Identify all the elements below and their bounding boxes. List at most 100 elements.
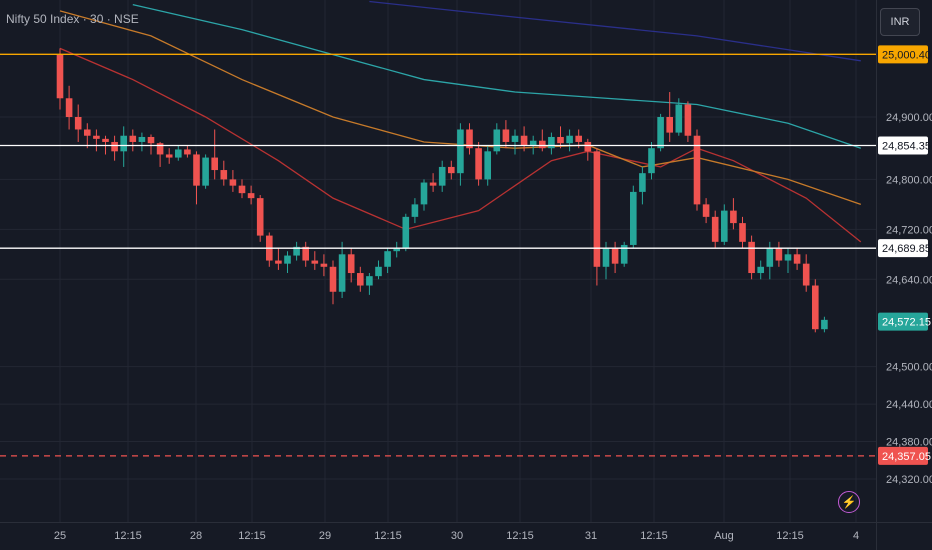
candle-body — [548, 136, 555, 149]
candle-body — [293, 246, 300, 256]
candle-body — [347, 254, 355, 274]
x-tick-label: 4 — [853, 530, 859, 542]
candle-body — [730, 210, 737, 224]
candle-body — [93, 135, 100, 139]
candle-body — [611, 248, 619, 264]
candle-body — [384, 251, 391, 267]
candle-body — [411, 204, 419, 217]
lightning-bolt-icon[interactable]: ⚡ — [838, 491, 860, 513]
candle-body — [648, 148, 655, 174]
candle-body — [65, 98, 73, 117]
y-tick-label: 24,380.00 — [886, 437, 932, 449]
candle-body — [812, 285, 819, 330]
candle-body — [602, 248, 610, 267]
candle-body — [539, 140, 546, 149]
x-tick-label: 12:15 — [114, 530, 142, 542]
price-level-tag — [878, 136, 928, 155]
candle-body — [493, 129, 501, 152]
candle-body — [375, 266, 382, 277]
candle-body — [211, 157, 218, 171]
x-tick-label: 31 — [585, 530, 597, 542]
candle-body — [802, 263, 810, 286]
candle-body — [657, 117, 664, 149]
candle-body — [775, 248, 783, 261]
candle-body — [74, 117, 82, 130]
x-tick-label: 28 — [190, 530, 202, 542]
y-tick-label: 24,440.00 — [886, 399, 932, 411]
moving-average-line — [59, 47, 862, 243]
price-level-label: 24,854.35 — [882, 140, 931, 152]
price-level-label: 24,357.05 — [882, 451, 931, 463]
candle-body — [138, 136, 146, 142]
candle-body — [438, 166, 446, 186]
price-level-tag — [878, 239, 928, 258]
candle-body — [520, 135, 528, 146]
candle-body — [475, 148, 482, 180]
candle-body — [202, 157, 209, 186]
candle-body — [557, 136, 564, 144]
candle-body — [711, 216, 719, 242]
last-price-tag — [878, 312, 928, 331]
candle-body — [529, 140, 537, 146]
candle-body — [484, 151, 491, 180]
candle-body — [111, 141, 118, 152]
candle-body — [748, 241, 755, 274]
moving-average-line — [369, 0, 861, 62]
candle-body — [821, 319, 828, 330]
candle-body — [193, 154, 200, 186]
currency-button[interactable]: INR — [880, 8, 920, 36]
candle-body — [593, 151, 601, 267]
last-price-label: 24,572.15 — [882, 317, 931, 329]
moving-average-line — [132, 4, 862, 149]
candle-body — [702, 204, 710, 217]
x-tick-label: 30 — [451, 530, 463, 542]
candle-body — [739, 223, 746, 242]
candle-body — [584, 141, 592, 152]
candle-body — [275, 260, 282, 264]
candle-body — [639, 173, 646, 192]
x-tick-label: 12:15 — [238, 530, 266, 542]
y-tick-label: 24,800.00 — [886, 174, 932, 186]
price-level-tag — [878, 45, 928, 64]
y-tick-label: 24,720.00 — [886, 224, 932, 236]
candle-body — [466, 129, 473, 149]
y-tick-label: 24,320.00 — [886, 474, 932, 486]
candle-body — [793, 254, 801, 264]
candle-body — [156, 143, 164, 155]
chart-title: Nifty 50 Index · 30 · NSE — [6, 12, 139, 26]
candle-body — [247, 193, 255, 199]
candle-body — [511, 135, 519, 142]
candle-body — [147, 136, 155, 144]
candle-body — [566, 135, 573, 144]
candle-body — [693, 135, 701, 205]
candle-body — [56, 54, 64, 99]
y-tick-label: 24,900.00 — [886, 112, 932, 124]
x-tick-label: 12:15 — [374, 530, 402, 542]
candle-body — [784, 254, 792, 261]
candle-body — [448, 166, 455, 174]
candle-body — [102, 138, 109, 142]
y-tick-label: 24,500.00 — [886, 362, 932, 374]
candle-body — [630, 191, 637, 245]
price-level-tag — [878, 446, 928, 465]
candle-body — [620, 244, 628, 264]
candle-body — [338, 254, 346, 292]
candle-body — [256, 198, 264, 236]
x-tick-label: 25 — [54, 530, 66, 542]
price-level-label: 25,000.40 — [882, 49, 931, 61]
x-tick-label: Aug — [714, 530, 734, 542]
y-tick-label: 24,640.00 — [886, 274, 932, 286]
candle-body — [766, 248, 774, 267]
candle-body — [302, 246, 309, 261]
candle-body — [575, 135, 582, 142]
x-tick-label: 29 — [319, 530, 331, 542]
candle-body — [184, 149, 191, 155]
candle-body — [721, 210, 728, 242]
candle-body — [165, 154, 173, 158]
candle-body — [175, 149, 182, 158]
candle-body — [675, 104, 683, 133]
candle-body — [329, 266, 337, 292]
candle-body — [502, 129, 510, 142]
candle-body — [84, 129, 91, 136]
